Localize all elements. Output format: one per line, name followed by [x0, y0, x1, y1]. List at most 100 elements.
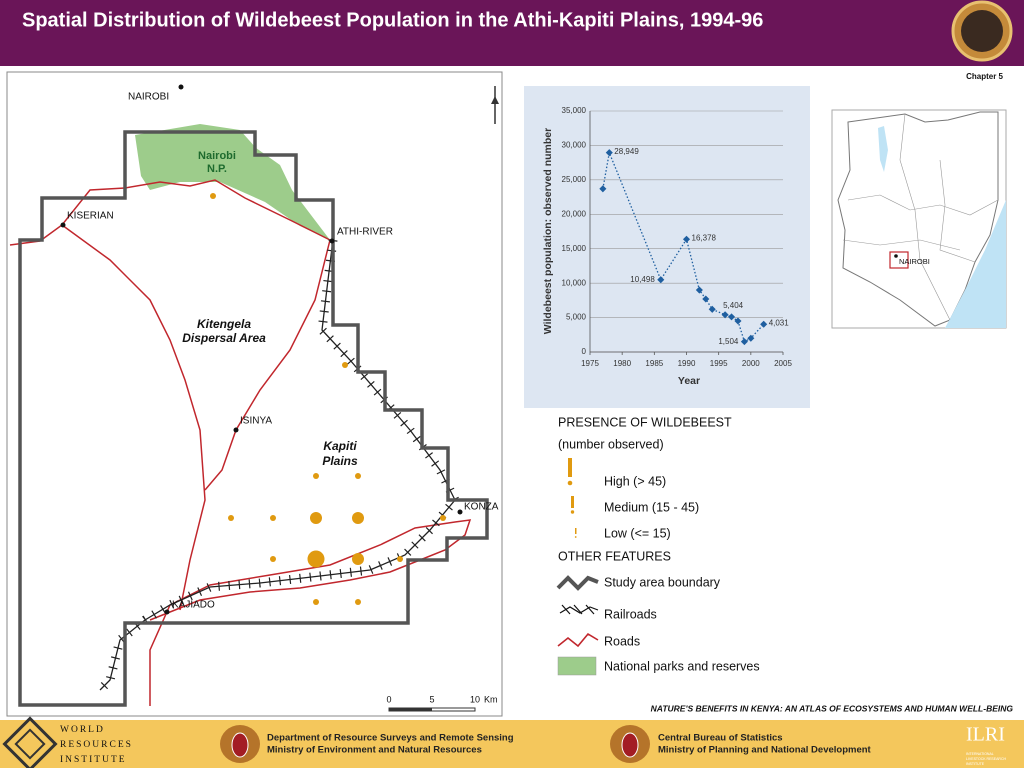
scale-label: 0: [386, 694, 391, 704]
scale-unit: Km: [484, 694, 498, 704]
data-point: [605, 149, 613, 157]
lake: [878, 126, 888, 172]
wri-text: INSTITUTE: [60, 755, 127, 765]
data-point: [599, 185, 607, 193]
medium-dot: [352, 553, 364, 565]
wri-text: WORLD: [60, 725, 105, 735]
high-icon: [568, 458, 572, 477]
ilri-logo: ILRI: [966, 724, 1005, 746]
low-icon-dot: [574, 536, 577, 538]
inset-map: NAIROBI: [831, 109, 1007, 329]
legend: PRESENCE OF WILDEBEEST (number observed)…: [556, 415, 760, 676]
rail-symbol-line: [559, 606, 599, 614]
national-park: [135, 124, 330, 240]
high-icon-dot: [567, 480, 573, 486]
x-tick-label: 2000: [742, 359, 760, 368]
inset-label: NAIROBI: [899, 257, 930, 266]
legend-item: Medium (15 - 45): [604, 500, 699, 514]
legend-item: Railroads: [604, 607, 657, 621]
road: [61, 224, 206, 611]
medium-icon: [571, 496, 574, 508]
area-label: Kitengela: [197, 317, 251, 331]
legend-subtitle: (number observed): [558, 437, 664, 451]
ilri-sub: INSTITUTE: [966, 762, 985, 766]
low-dot: [313, 599, 319, 605]
ilri-sub: INTERNATIONAL: [966, 752, 994, 756]
wri-knot: [2, 716, 58, 768]
data-point: [708, 305, 716, 313]
low-dot: [210, 193, 216, 199]
y-tick-label: 30,000: [562, 141, 587, 150]
high-dot: [307, 550, 325, 568]
district-line: [939, 159, 976, 263]
scale-label: 10: [470, 694, 480, 704]
town-dot: [164, 609, 170, 615]
x-tick-label: 1990: [678, 359, 696, 368]
data-label: 10,498: [630, 275, 655, 284]
rail-symbol-tie: [573, 604, 583, 615]
header-band: [0, 0, 1024, 66]
data-label: 5,404: [723, 301, 744, 310]
rail-symbol-tie: [561, 604, 571, 615]
legend-item: Low (<= 15): [604, 526, 671, 540]
study-area-boundary: [18, 130, 489, 707]
low-dot: [355, 599, 361, 605]
district-line: [847, 194, 999, 216]
area-label: Plains: [322, 454, 358, 468]
medium-dot: [310, 512, 322, 524]
town-label: NAIROBI: [128, 92, 169, 103]
legend-item: National parks and reserves: [604, 659, 760, 673]
ocean: [945, 200, 1006, 328]
scale-label: 5: [429, 694, 434, 704]
district-line: [842, 239, 961, 251]
nairobi-dot: [894, 254, 898, 258]
park-label: N.P.: [207, 163, 227, 175]
town-label: KONZA: [464, 502, 499, 513]
x-tick-label: 1975: [581, 359, 599, 368]
data-point: [760, 320, 768, 328]
roads: [9, 179, 472, 706]
x-tick-label: 2005: [774, 359, 792, 368]
x-tick-label: 1980: [613, 359, 631, 368]
data-point: [657, 276, 665, 284]
org-text: Ministry of Environment and Natural Reso…: [267, 745, 482, 756]
town-dot: [233, 427, 239, 433]
town-dot: [329, 238, 335, 244]
footer-band: [0, 720, 1024, 768]
north-head: [491, 96, 499, 104]
data-label: 16,378: [692, 233, 717, 242]
x-axis-label: Year: [678, 375, 700, 387]
districts: [842, 113, 999, 321]
data-point: [734, 317, 742, 325]
page-title: Spatial Distribution of Wildebeest Popul…: [22, 9, 763, 31]
wildebeest-dots: [210, 193, 446, 605]
town-dot: [457, 509, 463, 515]
data-label: 4,031: [769, 318, 790, 327]
town-label: KISERIAN: [67, 211, 114, 222]
railroad-symbol: [559, 604, 599, 615]
north-arrow: [491, 86, 499, 124]
data-point: [747, 334, 755, 342]
x-tick-label: 1995: [710, 359, 728, 368]
map: NAIROBI KISERIAN ATHI-RIVER ISINYA KONZA…: [6, 71, 503, 717]
low-dot: [313, 473, 319, 479]
area-label: Dispersal Area: [182, 331, 266, 345]
wri-logo: [2, 716, 58, 768]
legend-item: High (> 45): [604, 474, 666, 488]
org-text: Central Bureau of Statistics: [658, 733, 783, 744]
town-label: ATHI-RIVER: [337, 227, 393, 238]
boundary-symbol: [556, 575, 599, 591]
org-text: Department of Resource Surveys and Remot…: [267, 733, 514, 744]
town-dot: [60, 222, 66, 228]
y-tick-label: 35,000: [562, 106, 587, 115]
y-tick-label: 0: [582, 347, 587, 356]
low-dot: [342, 362, 348, 368]
y-tick-label: 5,000: [566, 313, 587, 322]
org-text: Ministry of Planning and National Develo…: [658, 745, 872, 756]
legend-item: Study area boundary: [604, 575, 721, 589]
low-dot: [270, 556, 276, 562]
y-tick-label: 15,000: [562, 244, 587, 253]
town-label: KAJIADO: [172, 600, 215, 611]
data-point: [721, 311, 729, 319]
y-tick-label: 20,000: [562, 209, 587, 218]
